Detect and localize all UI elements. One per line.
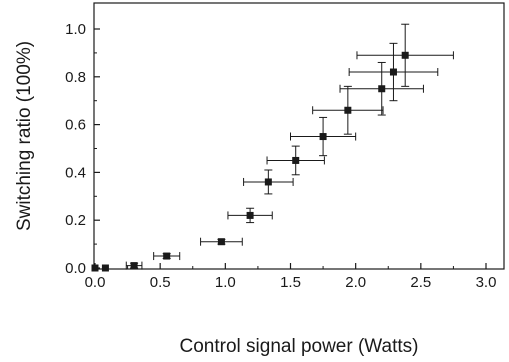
square-marker	[101, 264, 109, 272]
square-marker	[264, 178, 272, 186]
x-tick-label: 2.5	[410, 274, 431, 291]
x-tick-label: 1.0	[215, 274, 236, 291]
y-tick-label: 0.8	[65, 69, 86, 86]
data-point	[200, 237, 243, 246]
data-point	[101, 264, 109, 272]
x-tick-label: 0.5	[150, 274, 171, 291]
square-marker	[91, 264, 99, 272]
data-points	[91, 23, 454, 272]
square-marker	[319, 133, 327, 141]
square-marker	[344, 106, 352, 114]
square-marker	[163, 252, 171, 260]
square-marker	[246, 211, 254, 219]
x-tick-label: 3.0	[476, 274, 497, 291]
data-point	[339, 61, 424, 116]
plot-frame	[93, 2, 505, 270]
y-tick-label: 0.6	[65, 117, 86, 134]
data-point	[243, 169, 294, 195]
square-marker	[389, 68, 397, 76]
data-point	[356, 23, 454, 87]
x-tick-label: 0.0	[85, 274, 106, 291]
y-axis-ticks: 0.0 0.2 0.4 0.6 0.8 1.0	[65, 21, 100, 277]
y-tick-label: 0.2	[65, 212, 86, 229]
data-point	[125, 261, 143, 270]
x-axis-label: Control signal power (Watts)	[180, 336, 419, 357]
data-point	[312, 85, 384, 135]
square-marker	[217, 238, 225, 246]
square-marker	[401, 51, 409, 59]
data-point	[227, 207, 273, 224]
square-marker	[130, 262, 138, 270]
y-tick-label: 0.0	[65, 260, 86, 277]
square-marker	[292, 156, 300, 164]
y-axis-label: Switching ratio (100%)	[14, 41, 35, 231]
data-point	[348, 42, 439, 102]
x-tick-label: 1.5	[280, 274, 301, 291]
data-point	[91, 264, 99, 272]
x-tick-label: 2.0	[345, 274, 366, 291]
data-point	[266, 145, 325, 176]
y-tick-label: 1.0	[65, 21, 86, 38]
x-axis-ticks: 0.0 0.5 1.0 1.5 2.0 2.5 3.0	[85, 263, 497, 291]
y-tick-label: 0.4	[65, 164, 86, 181]
square-marker	[378, 85, 386, 93]
data-point	[153, 252, 181, 261]
data-point	[290, 116, 357, 157]
